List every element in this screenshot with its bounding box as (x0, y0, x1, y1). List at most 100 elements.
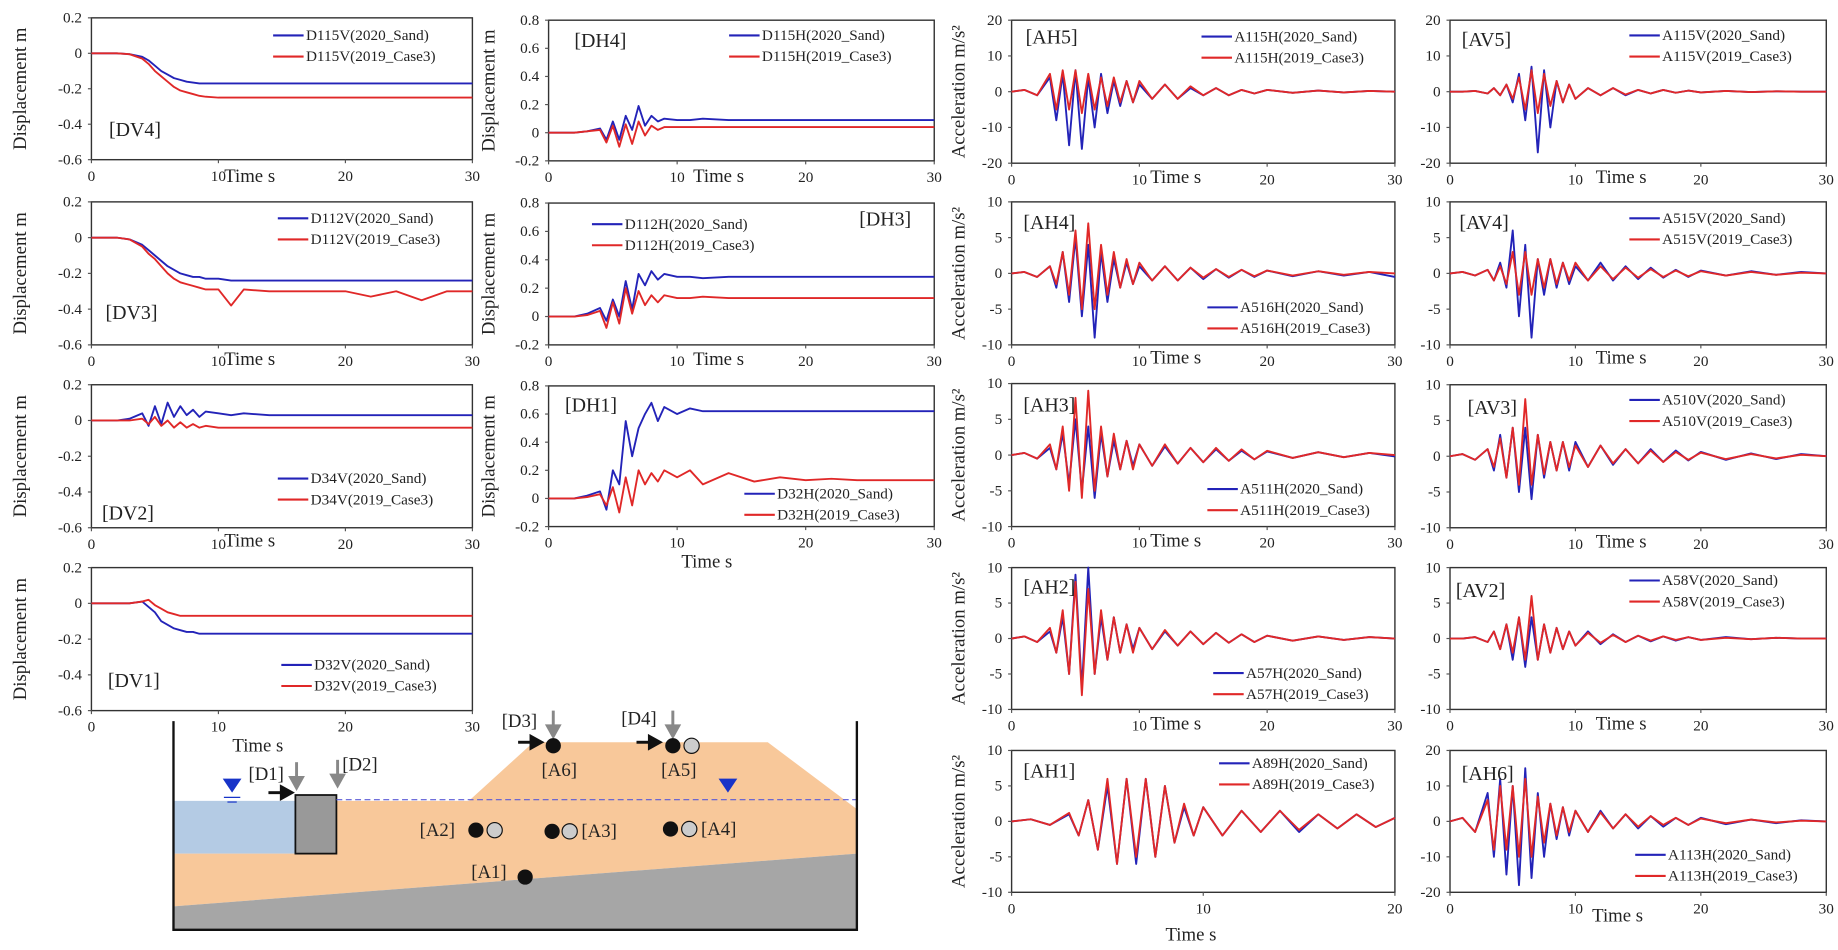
sensor-label: [A2] (420, 820, 455, 841)
y-tick-label: 0 (532, 308, 540, 325)
legend-label: D34V(2019_Case3) (311, 491, 434, 508)
arrow-head (329, 773, 346, 789)
x-axis-label: Time s (693, 166, 744, 187)
data-line (1450, 595, 1827, 661)
x-tick-label: 30 (1387, 353, 1403, 370)
panel-title: [DH3] (859, 208, 911, 230)
y-tick-label: -0.6 (58, 519, 82, 536)
legend-label: A510V(2019_Case3) (1662, 413, 1792, 430)
y-tick-label: 10 (987, 742, 1003, 759)
chart: 0.2 0 -0.2 -0.4 -0.6 0 10 20 30 [DV3] Time s Displa… (10, 194, 481, 370)
sensor (486, 821, 503, 839)
chart: 20 10 0 -10 -20 0 10 20 30 [AH5] Time s Acceleratio… (949, 12, 1403, 188)
x-tick-label: 30 (927, 353, 943, 370)
plot-frame (547, 19, 935, 162)
panel-title: [AV5] (1462, 29, 1511, 51)
sensor-label: [D4] (621, 709, 656, 730)
panel-title: [AH1] (1023, 760, 1075, 782)
water-marker (718, 778, 738, 793)
data-line (1011, 580, 1395, 697)
y-tick-label: 0 (1433, 83, 1441, 100)
chart: 10 5 0 -5 -10 0 10 20 30 [AV2] Time s A58V(2020_San… (1420, 559, 1834, 734)
caisson (294, 794, 338, 855)
legend-label: D32V(2020_Sand) (314, 657, 430, 674)
arrow-head (647, 733, 663, 751)
x-tick-label: 0 (545, 535, 553, 552)
y-tick-label: 0 (74, 595, 82, 612)
panel-title: [DH4] (574, 30, 626, 52)
y-tick-label: -5 (1428, 301, 1441, 318)
y-tick-label: 0 (995, 630, 1003, 647)
x-tick-label: 30 (1819, 718, 1835, 735)
y-axis-label: Displacement m (479, 212, 500, 335)
x-tick-label: 30 (927, 535, 943, 552)
legend-label: D115H(2020_Sand) (762, 27, 885, 44)
x-tick-label: 20 (798, 353, 814, 370)
legend-label: D32H(2019_Case3) (777, 507, 900, 524)
x-tick-label: 20 (338, 353, 354, 370)
y-tick-label: -10 (982, 119, 1003, 136)
x-tick-label: 0 (1008, 353, 1016, 370)
x-tick-label: 0 (1008, 718, 1016, 735)
y-axis-label: Acceleration m/s² (949, 572, 970, 706)
y-tick-label: 10 (1425, 559, 1441, 576)
panel-title: [AV3] (1468, 397, 1517, 419)
x-axis-label: Time s (1596, 532, 1647, 553)
chart: 10 5 0 -5 -10 0 10 20 30 [AV4] Time s A515V(2020_Sa… (1420, 194, 1834, 370)
data-line (1011, 69, 1395, 115)
chart: 10 5 0 -5 -10 0 10 20 [AH1] Time s Acceleration m/… (949, 742, 1403, 945)
sensor (561, 823, 578, 840)
y-tick-label: 0 (995, 447, 1003, 464)
y-tick-label: -10 (1420, 337, 1441, 354)
y-tick-label: -0.4 (58, 484, 82, 501)
x-axis-label: Time s (1150, 167, 1201, 188)
data-line (1449, 777, 1827, 858)
direction-arrows (268, 733, 663, 802)
water-marker (222, 778, 242, 793)
y-axis-label: Displacement m (10, 212, 31, 335)
y-tick-label: -10 (982, 518, 1003, 535)
sensor-label: [D1] (249, 764, 284, 785)
x-tick-label: 0 (1446, 900, 1454, 917)
x-tick-label: 0 (545, 169, 553, 186)
data-line (1450, 69, 1827, 115)
legend-label: A58V(2019_Case3) (1662, 593, 1785, 610)
y-tick-label: 0.8 (520, 195, 539, 212)
x-tick-label: 20 (1260, 718, 1276, 735)
sensor-label: [A5] (661, 760, 696, 781)
panel-title: [AV2] (1456, 580, 1505, 602)
x-tick-label: 10 (211, 353, 227, 370)
sensor-label: [D3] (502, 711, 537, 732)
chart: 10 5 0 -5 -10 0 10 20 30 [AH3] Time s Acceleration … (949, 375, 1403, 551)
data-line (1449, 250, 1827, 296)
data-line (548, 120, 935, 148)
y-tick-label: 0.6 (520, 223, 539, 240)
sensor (544, 823, 560, 839)
sensor-label: [A1] (471, 862, 506, 883)
legend-label: D115V(2019_Case3) (306, 48, 436, 65)
container (172, 721, 859, 931)
x-axis-label: Time s (681, 552, 732, 573)
x-tick-label: 30 (465, 168, 481, 185)
x-tick-label: 10 (1196, 900, 1212, 917)
y-tick-label: -0.2 (58, 448, 82, 465)
x-tick-label: 20 (1693, 171, 1709, 188)
y-tick-label: 10 (987, 48, 1003, 65)
x-tick-label: 0 (1446, 353, 1454, 370)
y-tick-label: 10 (987, 559, 1003, 576)
y-tick-label: 0.2 (63, 10, 82, 27)
y-tick-label: 5 (1433, 229, 1441, 246)
y-tick-label: 0 (532, 124, 540, 141)
x-tick-label: 10 (1132, 171, 1148, 188)
x-tick-label: 30 (1819, 171, 1835, 188)
y-tick-label: 0.2 (63, 376, 82, 393)
x-tick-label: 30 (465, 719, 481, 736)
plot-frame (547, 385, 935, 528)
x-tick-label: 20 (1693, 353, 1709, 370)
data-line (1011, 389, 1395, 499)
x-tick-label: 0 (88, 353, 96, 370)
legend-label: A511H(2019_Case3) (1240, 502, 1370, 519)
legend-label: A516H(2020_Sand) (1240, 299, 1363, 316)
chart: 0.2 0 -0.2 -0.4 -0.6 0 10 20 30 [DV2] Time s Displa… (10, 376, 481, 552)
x-tick-label: 30 (1387, 535, 1403, 552)
